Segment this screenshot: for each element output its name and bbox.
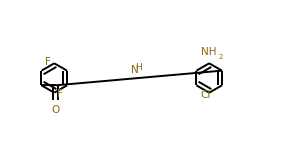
Text: NH: NH	[201, 47, 217, 57]
Text: F: F	[57, 89, 63, 99]
Text: F: F	[45, 57, 51, 67]
Text: Cl: Cl	[200, 90, 211, 100]
Text: H: H	[135, 63, 142, 72]
Text: 2: 2	[219, 54, 223, 60]
Text: N: N	[131, 65, 139, 75]
Text: O: O	[52, 105, 60, 115]
